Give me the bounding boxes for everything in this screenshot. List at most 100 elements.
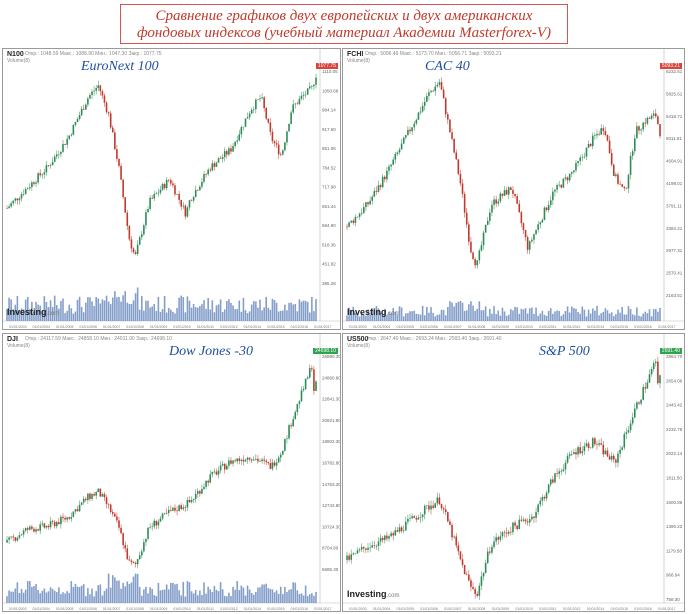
candle-body — [392, 159, 395, 165]
candle-body — [143, 225, 145, 235]
volume-bar — [215, 305, 218, 321]
candle-body — [215, 471, 218, 475]
volume-bar — [627, 306, 630, 321]
candle-body — [480, 576, 483, 586]
candle-body — [105, 497, 108, 505]
volume-bar — [39, 305, 41, 321]
candle-body — [311, 86, 313, 87]
candle-body — [45, 525, 48, 528]
x-tick-label: 01/01/2007 — [444, 325, 462, 329]
candle-body — [587, 143, 590, 148]
volume-bar — [394, 311, 397, 321]
volume-bar — [236, 581, 238, 603]
x-tick-label: 01/01/2008 — [468, 607, 486, 611]
candle-body — [642, 122, 644, 130]
candle-body — [417, 112, 420, 120]
volume-bar — [400, 307, 403, 321]
volume-bar — [16, 582, 19, 603]
candle-body — [33, 528, 35, 532]
volume-bar — [45, 592, 48, 603]
volume-bar — [26, 581, 29, 603]
candle-body — [199, 491, 201, 494]
candle-body — [178, 193, 180, 200]
candle-body — [201, 181, 203, 187]
volume-bar — [465, 310, 468, 321]
candle-body — [176, 510, 178, 512]
candle-body — [74, 122, 77, 125]
volume-bar — [178, 297, 180, 321]
volume-bar — [480, 310, 483, 321]
candle-body — [269, 463, 272, 469]
volume-bar — [489, 308, 491, 321]
candle-body — [186, 499, 189, 508]
volume-bar — [426, 306, 428, 321]
last-price-badge: 2691.40 — [659, 348, 682, 354]
volume-bar — [33, 586, 35, 603]
candle-body — [14, 198, 17, 201]
volume-bar — [512, 310, 514, 321]
volume-bar — [138, 587, 141, 603]
candle-body — [474, 588, 476, 594]
volume-bar — [240, 585, 243, 603]
volume-bar — [566, 306, 569, 321]
volume-bar — [625, 314, 628, 321]
volume-bar — [182, 581, 185, 603]
symbol-label: FCHI — [347, 51, 364, 58]
candle-body — [549, 479, 552, 485]
chart-svg: 6232.51 5825.61 5418.71 5011.81 4604.91 4198.… — [343, 49, 684, 329]
candle-body — [128, 226, 131, 240]
candle-body — [528, 241, 531, 250]
investing-logo: Investing.com — [347, 589, 400, 599]
y-tick-label: 1390.22 — [666, 524, 683, 529]
volume-bar — [313, 595, 315, 603]
volume-bar — [306, 596, 309, 603]
volume-bar — [286, 310, 288, 321]
volume-bar — [528, 308, 531, 321]
candle-body — [575, 452, 577, 455]
volume-bar — [438, 314, 441, 321]
candle-body — [134, 562, 137, 565]
y-tick-label: 651.44 — [322, 204, 336, 209]
candle-body — [426, 95, 428, 102]
volume-bar — [495, 314, 497, 321]
volume-bar — [304, 585, 307, 603]
candle-body — [107, 112, 110, 114]
volume-bar — [244, 310, 247, 321]
candle-body — [568, 454, 571, 456]
candle-body — [22, 194, 25, 195]
chart-panel-n100: 1110.05 1050.68 984.14 917.60 851.06 784.52 71… — [2, 48, 341, 330]
candle-body — [552, 191, 554, 201]
volume-bar — [526, 313, 529, 321]
volume-bar — [275, 302, 278, 321]
y-tick-label: 4198.01 — [666, 181, 683, 186]
volume-bar — [570, 306, 573, 321]
x-tick-label: 01/01/2009 — [492, 607, 510, 611]
candle-body — [594, 438, 596, 445]
candle-body — [300, 95, 303, 99]
candle-body — [478, 585, 481, 596]
volume-bar — [55, 592, 58, 603]
candle-body — [556, 473, 558, 474]
candle-body — [64, 517, 66, 520]
candle-body — [470, 241, 472, 253]
volume-bar — [201, 304, 203, 321]
volume-label: Volume(8) — [7, 58, 30, 64]
candle-body — [384, 535, 386, 541]
volume-bar — [432, 312, 434, 321]
candle-body — [213, 471, 216, 473]
candle-body — [476, 260, 479, 266]
volume-bar — [45, 301, 48, 321]
volume-bar — [205, 593, 207, 603]
volume-bar — [277, 593, 280, 603]
candle-body — [392, 533, 395, 536]
candle-body — [255, 458, 257, 460]
volume-bar — [49, 587, 52, 603]
candle-body — [184, 205, 187, 217]
candle-body — [217, 470, 220, 475]
volume-bar — [302, 595, 305, 603]
candle-body — [49, 521, 52, 528]
volume-bar — [20, 308, 23, 321]
volume-bar — [101, 595, 104, 603]
volume-bar — [217, 591, 220, 603]
candle-body — [89, 493, 91, 499]
